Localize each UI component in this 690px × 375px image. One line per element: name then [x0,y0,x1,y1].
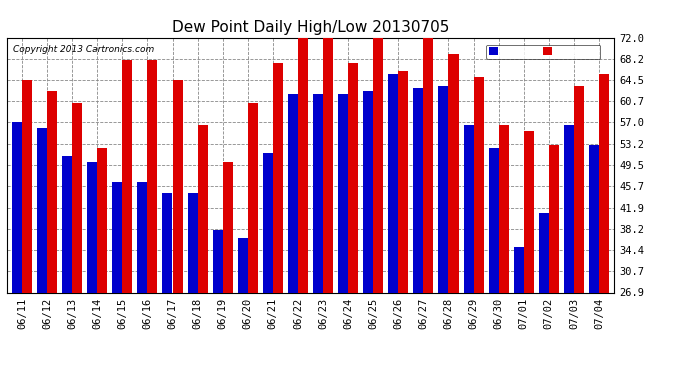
Bar [564,125,574,292]
Bar [413,88,424,292]
Bar [473,77,484,292]
Bar [62,156,72,292]
Bar [524,131,534,292]
Bar [373,38,383,292]
Legend: Low  (°F), High  (°F): Low (°F), High (°F) [486,45,600,59]
Bar [162,193,172,292]
Bar [97,148,107,292]
Bar [188,193,197,292]
Bar [338,94,348,292]
Title: Dew Point Daily High/Low 20130705: Dew Point Daily High/Low 20130705 [172,20,449,35]
Bar [499,125,509,292]
Bar [448,54,459,292]
Bar [489,148,499,292]
Bar [464,125,473,292]
Bar [363,91,373,292]
Bar [313,94,323,292]
Bar [298,38,308,292]
Bar [514,247,524,292]
Bar [223,162,233,292]
Bar [12,122,22,292]
Bar [197,125,208,292]
Bar [148,60,157,292]
Bar [122,60,132,292]
Bar [288,94,298,292]
Bar [438,86,449,292]
Bar [137,182,148,292]
Bar [37,128,47,292]
Bar [263,153,273,292]
Bar [47,91,57,292]
Bar [213,230,223,292]
Bar [348,63,358,292]
Bar [398,71,408,292]
Bar [172,80,183,292]
Bar [549,145,559,292]
Bar [87,162,97,292]
Bar [323,38,333,292]
Bar [589,145,599,292]
Bar [22,80,32,292]
Bar [238,238,248,292]
Bar [539,213,549,292]
Bar [599,74,609,292]
Bar [72,102,82,292]
Text: Copyright 2013 Cartronics.com: Copyright 2013 Cartronics.com [13,45,155,54]
Bar [388,74,398,292]
Bar [424,34,433,292]
Bar [248,102,258,292]
Bar [273,63,283,292]
Bar [112,182,122,292]
Bar [574,86,584,292]
